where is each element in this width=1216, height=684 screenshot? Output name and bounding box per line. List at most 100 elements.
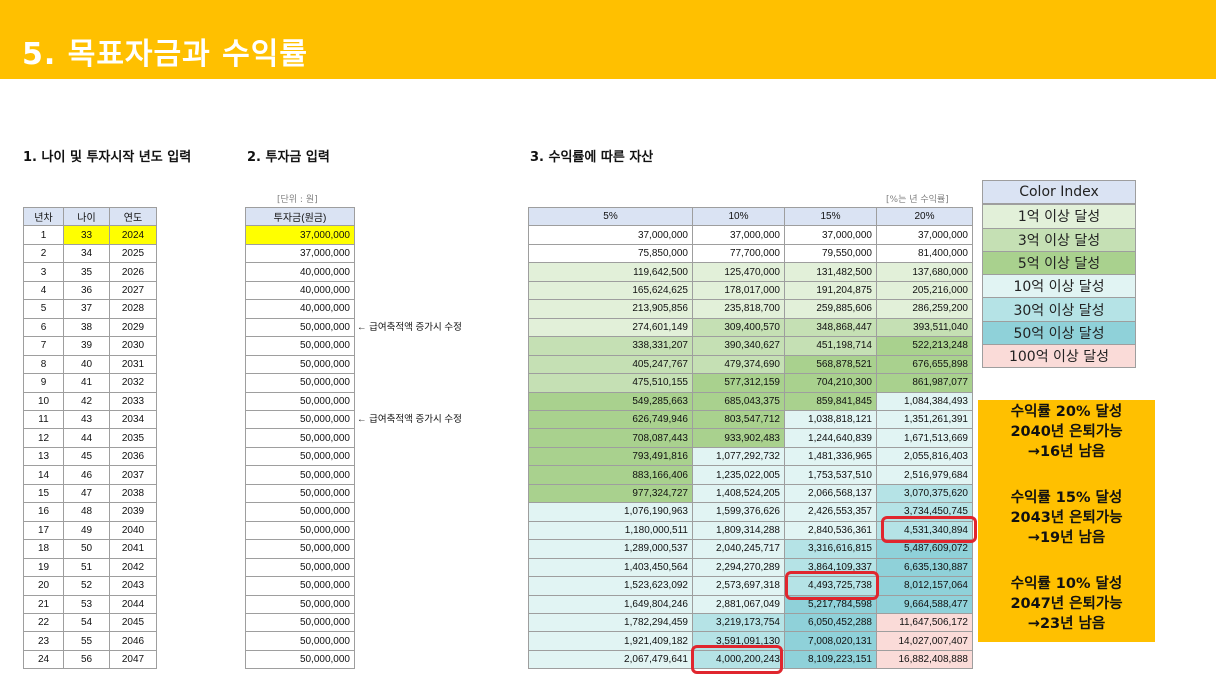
table-cell: 2026 xyxy=(109,262,157,282)
table-row: 14 46 2037 xyxy=(23,465,157,485)
table-cell: 2036 xyxy=(109,446,157,467)
age-year-table: 년차 나이 연도 1 33 2024 2 34 2025 3 35 2026 4 36 2027 5 37 20… xyxy=(23,206,157,670)
table-cell: 21 xyxy=(23,594,64,614)
investment-cell[interactable]: 50,000,000 xyxy=(245,465,355,485)
investment-cell[interactable]: 50,000,000 xyxy=(245,483,355,504)
table-row: 1,523,623,092 2,573,697,318 4,493,725,738 8… xyxy=(528,576,973,596)
asset-cell: 338,331,207 xyxy=(528,336,693,356)
table-row: 37,000,000 xyxy=(245,243,355,264)
asset-cell: 2,055,816,403 xyxy=(876,446,973,467)
asset-cell: 1,403,450,564 xyxy=(528,557,693,578)
table-row: 40,000,000 xyxy=(245,262,355,282)
investment-cell[interactable]: 50,000,000 xyxy=(245,557,355,578)
investment-cell[interactable]: 50,000,000 xyxy=(245,502,355,522)
page-title: 5. 목표자금과 수익률 xyxy=(22,37,308,72)
table-row: 50,000,000 xyxy=(245,649,355,670)
retirement-callout: 수익률 20% 달성 2040년 은퇴가능 →16년 남음 수익률 15% 달성… xyxy=(978,400,1155,642)
asset-cell: 2,040,245,717 xyxy=(692,539,785,559)
table-row: 50,000,000 xyxy=(245,594,355,614)
table-row: 338,331,207 390,340,627 451,198,714 522,213… xyxy=(528,336,973,356)
table-cell: 2039 xyxy=(109,502,157,522)
column-header: 년차 xyxy=(23,206,64,227)
legend-title: Color Index xyxy=(982,180,1136,205)
table-cell: 37 xyxy=(63,299,110,319)
table-cell: 22 xyxy=(23,612,64,633)
asset-cell: 451,198,714 xyxy=(784,336,877,356)
table-row: 16 48 2039 xyxy=(23,502,157,522)
table-row: 1,782,294,459 3,219,173,754 6,050,452,288 1… xyxy=(528,612,973,633)
table-cell: 2044 xyxy=(109,594,157,614)
investment-cell[interactable]: 50,000,000 xyxy=(245,354,355,375)
asset-cell: 676,655,898 xyxy=(876,354,973,375)
table-cell: 2043 xyxy=(109,576,157,596)
asset-cell: 37,000,000 xyxy=(528,225,693,245)
table-row: 1,403,450,564 2,294,270,289 3,864,109,337 6… xyxy=(528,557,973,578)
investment-cell[interactable]: 50,000,000 xyxy=(245,612,355,633)
asset-cell: 626,749,946 xyxy=(528,409,693,430)
investment-cell[interactable]: 50,000,000 xyxy=(245,336,355,356)
legend-item: 1억 이상 달성 xyxy=(982,204,1136,229)
table-cell[interactable]: 33 xyxy=(63,225,110,245)
table-row: 50,000,000 xyxy=(245,465,355,485)
table-row: 50,000,000 xyxy=(245,409,355,430)
investment-cell[interactable]: 50,000,000 xyxy=(245,539,355,559)
table-cell: 2033 xyxy=(109,391,157,411)
legend-item: 10억 이상 달성 xyxy=(982,274,1136,299)
title-banner: 5. 목표자금과 수익률 xyxy=(0,0,1216,79)
section-title-investment: 2. 투자금 입력 xyxy=(247,150,330,165)
investment-cell[interactable]: 37,000,000 xyxy=(245,243,355,264)
investment-cell[interactable]: 50,000,000 xyxy=(245,409,355,430)
asset-cell: 3,219,173,754 xyxy=(692,612,785,633)
table-cell: 24 xyxy=(23,649,64,670)
table-cell[interactable]: 2024 xyxy=(109,225,157,245)
table-cell: 11 xyxy=(23,409,64,430)
table-cell: 13 xyxy=(23,446,64,467)
asset-cell: 77,700,000 xyxy=(692,243,785,264)
table-row: 13 45 2036 xyxy=(23,446,157,467)
asset-cell: 390,340,627 xyxy=(692,336,785,356)
investment-cell[interactable]: 50,000,000 xyxy=(245,576,355,596)
table-cell: 2038 xyxy=(109,483,157,504)
table-cell: 2030 xyxy=(109,336,157,356)
investment-cell[interactable]: 50,000,000 xyxy=(245,446,355,467)
investment-cell[interactable]: 40,000,000 xyxy=(245,299,355,319)
investment-cell[interactable]: 40,000,000 xyxy=(245,280,355,301)
table-row: 50,000,000 xyxy=(245,354,355,375)
investment-cell[interactable]: 50,000,000 xyxy=(245,317,355,338)
investment-cell[interactable]: 40,000,000 xyxy=(245,262,355,282)
investment-cell[interactable]: 37,000,000 xyxy=(245,225,355,245)
investment-cell[interactable]: 50,000,000 xyxy=(245,594,355,614)
asset-cell: 933,902,483 xyxy=(692,428,785,448)
investment-cell[interactable]: 50,000,000 xyxy=(245,428,355,448)
investment-cell[interactable]: 50,000,000 xyxy=(245,649,355,670)
table-row: 8 40 2031 xyxy=(23,354,157,375)
asset-cell: 1,289,000,537 xyxy=(528,539,693,559)
investment-cell[interactable]: 50,000,000 xyxy=(245,391,355,411)
table-cell: 40 xyxy=(63,354,110,375)
investment-cell[interactable]: 50,000,000 xyxy=(245,631,355,651)
asset-cell: 286,259,200 xyxy=(876,299,973,319)
table-cell: 20 xyxy=(23,576,64,596)
asset-cell: 2,516,979,684 xyxy=(876,465,973,485)
asset-cell: 119,642,500 xyxy=(528,262,693,282)
asset-cell: 125,470,000 xyxy=(692,262,785,282)
rate-header: 10% xyxy=(692,206,785,227)
table-cell: 42 xyxy=(63,391,110,411)
salary-note-row6: ← 급여축적액 증가시 수정 xyxy=(357,322,462,333)
asset-cell: 393,511,040 xyxy=(876,317,973,338)
table-cell: 55 xyxy=(63,631,110,651)
table-cell: 3 xyxy=(23,262,64,282)
legend-item: 30억 이상 달성 xyxy=(982,297,1136,322)
table-cell: 2040 xyxy=(109,520,157,541)
table-cell: 23 xyxy=(23,631,64,651)
section-title-age: 1. 나이 및 투자시작 년도 입력 xyxy=(23,150,192,165)
investment-cell[interactable]: 50,000,000 xyxy=(245,373,355,393)
table-row: 50,000,000 xyxy=(245,391,355,411)
table-cell: 18 xyxy=(23,539,64,559)
table-row: 10 42 2033 xyxy=(23,391,157,411)
table-cell: 2029 xyxy=(109,317,157,338)
callout-20pct: 수익률 20% 달성 2040년 은퇴가능 →16년 남음 xyxy=(1010,404,1123,460)
table-row: 20 52 2043 xyxy=(23,576,157,596)
table-cell: 2045 xyxy=(109,612,157,633)
investment-cell[interactable]: 50,000,000 xyxy=(245,520,355,541)
